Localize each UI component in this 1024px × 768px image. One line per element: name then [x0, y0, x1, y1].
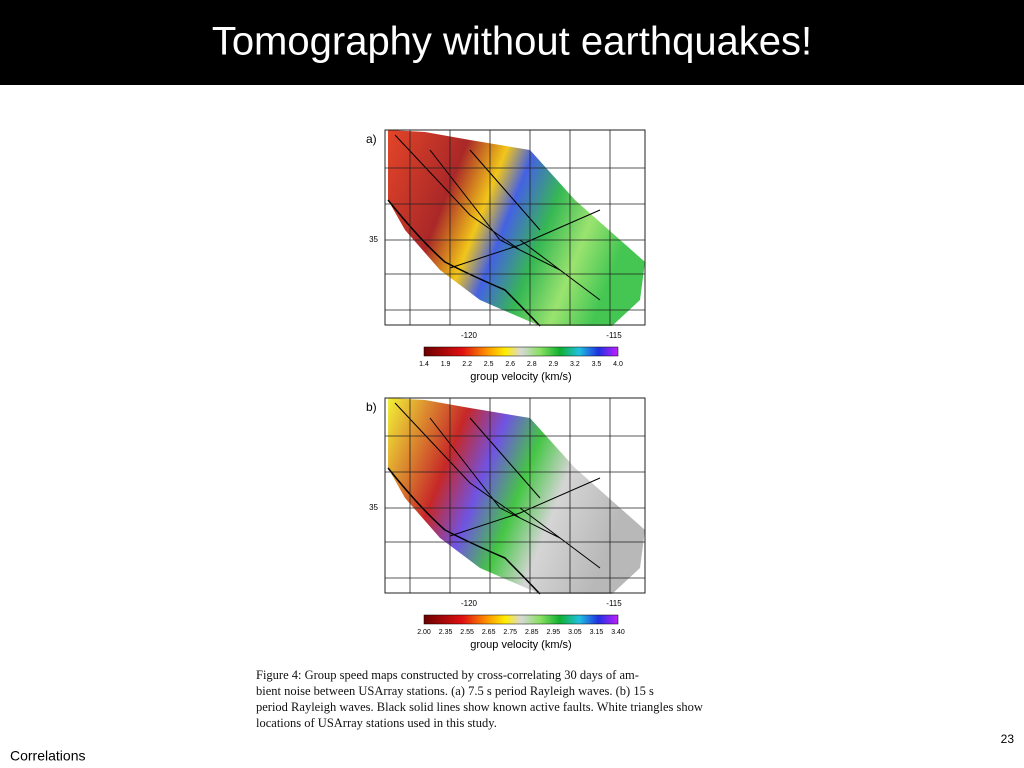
x-axis-label: -120	[461, 331, 478, 340]
colorbar-tick-label: 2.9	[548, 361, 558, 368]
map-frame	[384, 129, 646, 326]
header-bar	[0, 0, 1024, 85]
colorbar-label: group velocity (km/s)	[470, 371, 571, 383]
colorbar	[423, 614, 619, 625]
map-frame	[384, 397, 646, 594]
colorbar-tick-label: 2.2	[462, 361, 472, 368]
map-panel: a) 35 -120 -115 1.4 1.9 2.2 2.5 2.6 2.8 2.9 3.2 3.5 4…	[366, 129, 646, 383]
colorbar-tick-label: 1.4	[419, 361, 429, 368]
colorbar-tick-label: 3.05	[568, 629, 582, 636]
page-number: 23	[1001, 732, 1015, 746]
coastline	[387, 467, 541, 595]
caption-line: bient noise between USArray stations. (a…	[256, 684, 654, 698]
colorbar	[423, 346, 619, 357]
caption-line: period Rayleigh waves. Black solid lines…	[256, 700, 703, 714]
colorbar-tick-label: 2.35	[439, 629, 453, 636]
caption: Figure 4: Group speed maps constructed b…	[256, 668, 703, 730]
velocity-map	[388, 130, 645, 326]
colorbar-tick-label: 2.95	[547, 629, 561, 636]
colorbar-tick-label: 2.6	[505, 361, 515, 368]
colorbar-tick-label: 2.55	[460, 629, 474, 636]
slide-title: Tomography without earthquakes!	[212, 20, 812, 64]
y-axis-label: 35	[369, 503, 378, 512]
panels: a) 35 -120 -115 1.4 1.9 2.2 2.5 2.6 2.8 2.9 3.2 3.5 4…	[366, 129, 646, 651]
caption-line: locations of USArray stations used in th…	[256, 716, 497, 730]
colorbar-tick-label: 2.65	[482, 629, 496, 636]
colorbar-tick-label: 3.15	[590, 629, 604, 636]
colorbar-label: group velocity (km/s)	[470, 639, 571, 651]
colorbar-tick-label: 2.75	[503, 629, 517, 636]
colorbar-tick-label: 2.8	[527, 361, 537, 368]
colorbar-tick-label: 1.9	[441, 361, 451, 368]
colorbar-tick-label: 2.85	[525, 629, 539, 636]
velocity-map	[388, 398, 645, 594]
colorbar-tick-label: 3.40	[611, 629, 625, 636]
x-axis-label: -115	[606, 331, 622, 340]
panel-label: b)	[366, 400, 377, 414]
colorbar-tick-label: 3.5	[592, 361, 602, 368]
caption-line: Figure 4: Group speed maps constructed b…	[256, 668, 639, 682]
coastline	[387, 199, 541, 327]
panel-label: a)	[366, 132, 377, 146]
x-axis-label: -120	[461, 599, 478, 608]
x-axis-label: -115	[606, 599, 622, 608]
colorbar-tick-label: 4.0	[613, 361, 623, 368]
colorbar-tick-label: 2.00	[417, 629, 431, 636]
colorbar-tick-label: 3.2	[570, 361, 580, 368]
footer-left: Correlations	[10, 748, 85, 764]
map-panel: b) 35 -120 -115 2.00 2.35 2.55 2.65 2.75 2.85 2.95…	[366, 397, 646, 651]
colorbar-tick-label: 2.5	[484, 361, 494, 368]
y-axis-label: 35	[369, 235, 378, 244]
